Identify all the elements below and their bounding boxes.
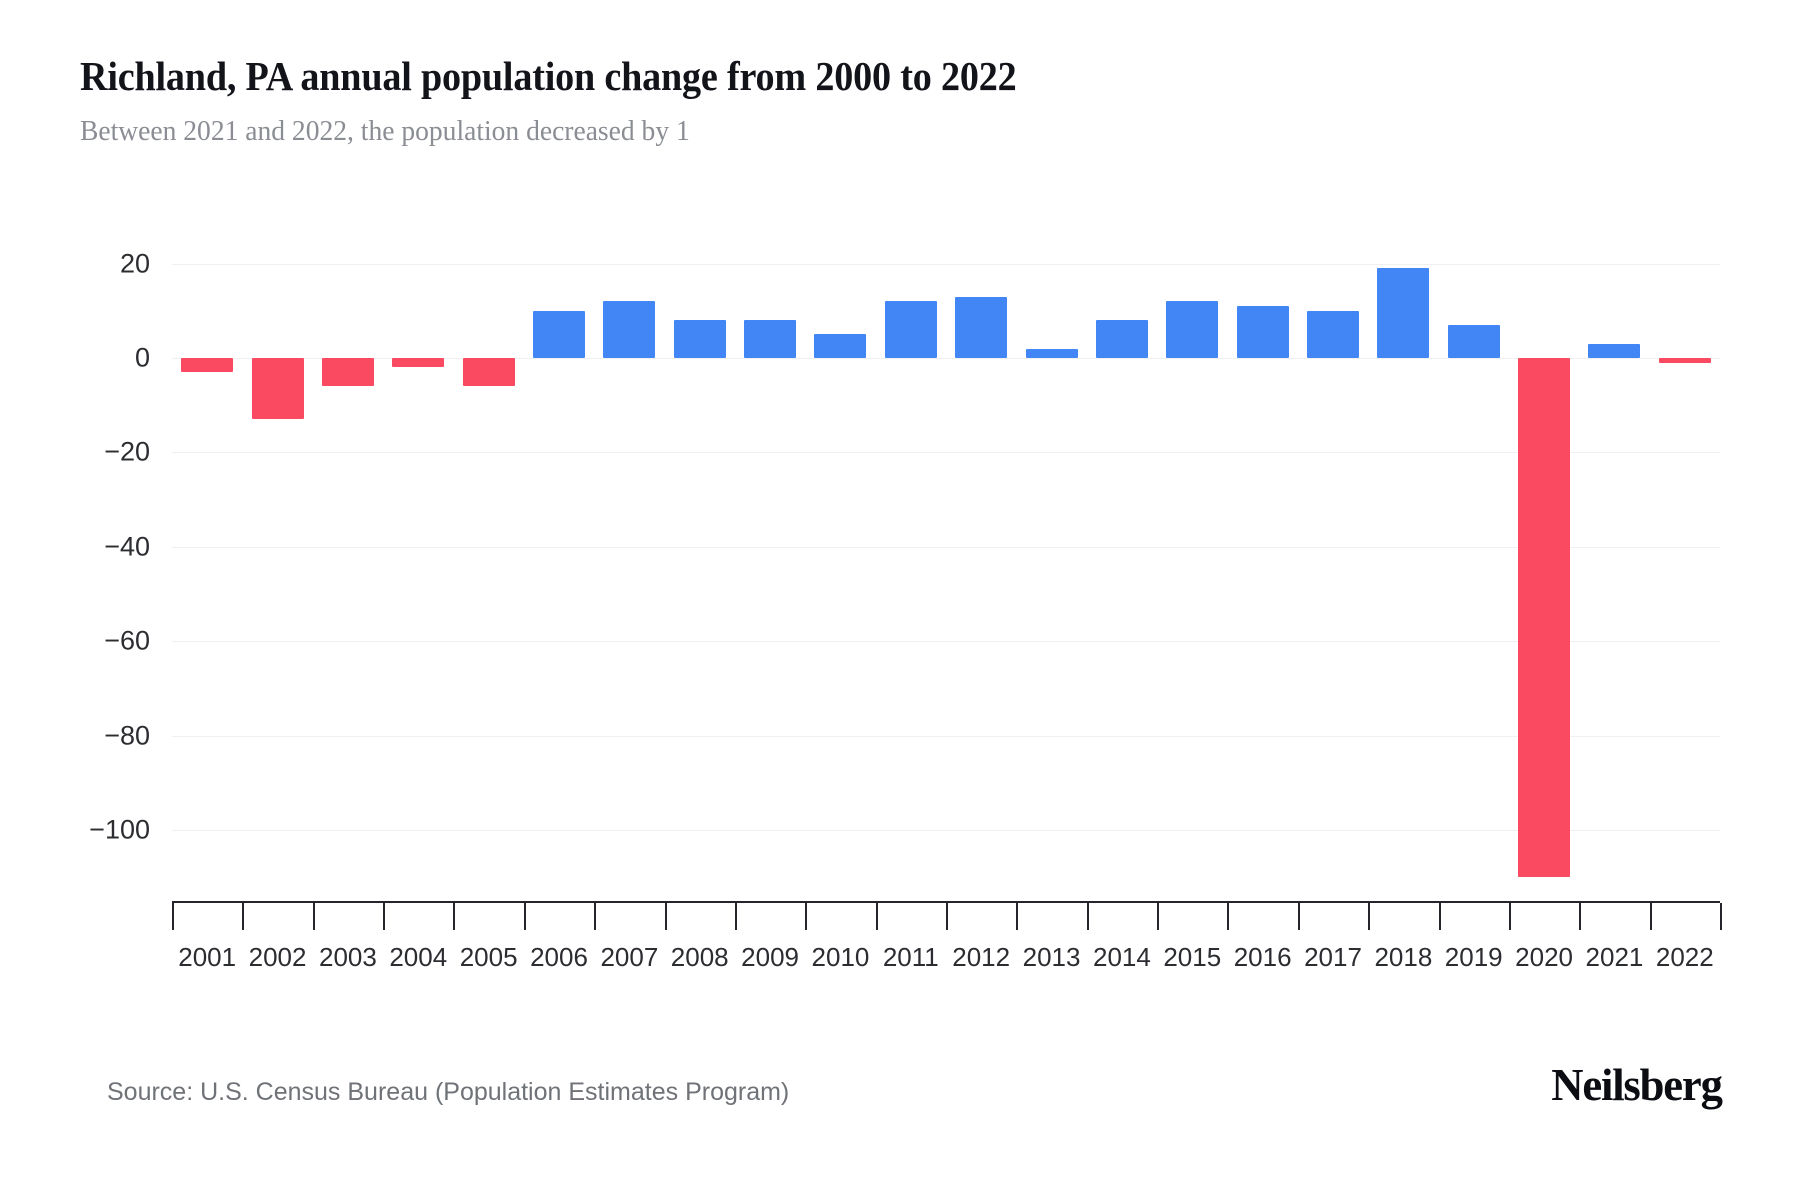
x-axis-tick	[664, 903, 667, 930]
x-axis-label-2008: 2008	[670, 942, 729, 972]
plot-area: 20 0 −20 −40 −60 −80 −100	[89, 240, 1720, 901]
x-axis-tick	[1227, 903, 1230, 930]
gridline	[172, 830, 1720, 832]
x-axis-label-2011: 2011	[882, 942, 939, 972]
y-axis-tick-label: −100	[89, 814, 150, 845]
x-axis-tick	[383, 903, 386, 930]
bar-2020[interactable]	[1518, 358, 1571, 878]
x-axis-tick	[734, 903, 737, 930]
x-axis-label-2020: 2020	[1515, 942, 1573, 972]
bar-2006[interactable]	[532, 310, 586, 359]
x-axis-label-2016: 2016	[1233, 942, 1292, 972]
chart-subtitle: Between 2021 and 2022, the population de…	[80, 115, 690, 147]
gridline	[172, 263, 1720, 265]
x-axis-tick	[523, 903, 526, 930]
chart-header: Richland, PA annual population change fr…	[80, 50, 1680, 151]
y-axis-tick-label: 20	[119, 248, 150, 279]
gridline	[172, 546, 1720, 548]
bar-2014[interactable]	[1095, 320, 1148, 359]
x-axis-label-2003: 2003	[318, 942, 377, 972]
x-axis-tick	[594, 903, 597, 930]
x-axis-tick	[242, 903, 245, 930]
bar-2001[interactable]	[181, 358, 234, 373]
y-axis-tick-label: 0	[134, 342, 150, 373]
x-axis-label-2004: 2004	[389, 942, 448, 972]
x-axis-tick	[1720, 903, 1722, 930]
gridline	[172, 358, 1720, 360]
x-axis-label-2012: 2012	[952, 942, 1011, 972]
bar-2007[interactable]	[603, 301, 656, 359]
bar-2021[interactable]	[1588, 343, 1641, 359]
x-axis-tick	[1438, 903, 1441, 930]
x-axis-tick	[875, 903, 878, 930]
x-axis-label-2005: 2005	[459, 942, 518, 972]
x-axis-tick	[172, 903, 174, 930]
bar-2009[interactable]	[744, 320, 797, 359]
x-axis-label-2002: 2002	[248, 942, 307, 972]
x-axis-label-2015: 2015	[1163, 942, 1222, 972]
bar-2022[interactable]	[1658, 358, 1711, 363]
bar-2018[interactable]	[1377, 268, 1430, 359]
bar-2011[interactable]	[884, 301, 937, 359]
x-axis-tick	[946, 903, 948, 930]
x-axis-tick	[1579, 903, 1582, 930]
x-axis-label-2009: 2009	[741, 942, 799, 972]
bar-2002[interactable]	[251, 358, 304, 420]
x-axis-label-2010: 2010	[811, 942, 870, 972]
bar-2015[interactable]	[1166, 301, 1219, 359]
y-axis-tick-label: −80	[104, 720, 150, 751]
bar-2016[interactable]	[1236, 306, 1289, 359]
bar-2004[interactable]	[392, 358, 445, 368]
bar-2008[interactable]	[673, 320, 726, 359]
x-axis-label-2014: 2014	[1092, 942, 1151, 972]
bar-2010[interactable]	[814, 334, 867, 359]
bars-layer	[172, 240, 1720, 901]
x-axis-label-2017: 2017	[1304, 942, 1362, 972]
y-axis-tick-label: −60	[104, 625, 150, 656]
x-axis-label-2018: 2018	[1374, 942, 1433, 972]
x-axis-label-2019: 2019	[1444, 942, 1503, 972]
bar-2003[interactable]	[321, 358, 374, 387]
bar-2005[interactable]	[462, 358, 515, 387]
x-axis-tick	[1016, 903, 1019, 930]
bar-2017[interactable]	[1306, 310, 1360, 359]
page-title: Richland, PA annual population change fr…	[80, 53, 1017, 99]
x-axis-tick	[1086, 903, 1089, 930]
gridline	[172, 735, 1720, 737]
x-axis-label-2022: 2022	[1655, 942, 1714, 972]
bar-2012[interactable]	[955, 296, 1008, 359]
x-axis-label-2006: 2006	[530, 942, 588, 972]
bar-2019[interactable]	[1447, 324, 1500, 359]
x-axis-label-2007: 2007	[600, 942, 659, 972]
x-axis-tick	[1649, 903, 1652, 930]
y-axis-tick-label: −20	[104, 436, 150, 467]
source-note: Source: U.S. Census Bureau (Population E…	[107, 1078, 790, 1106]
x-axis-tick	[312, 903, 315, 930]
y-axis-tick-label: −40	[104, 531, 150, 562]
gridline	[172, 641, 1720, 643]
x-axis-tick	[1508, 903, 1511, 930]
x-axis-tick	[453, 903, 456, 930]
x-axis-label-2021: 2021	[1585, 942, 1644, 972]
x-axis-tick	[805, 903, 808, 930]
x-axis-tick	[1368, 903, 1371, 930]
gridline	[172, 452, 1720, 454]
x-axis-tick	[1157, 903, 1160, 930]
x-axis-label-2013: 2013	[1022, 942, 1081, 972]
x-axis-tick	[1297, 903, 1300, 930]
brand-logo: Neilsberg	[1551, 1059, 1724, 1110]
x-axis-line	[172, 901, 1720, 903]
bar-2013[interactable]	[1025, 348, 1078, 359]
x-axis-label-2001: 2001	[178, 942, 237, 972]
